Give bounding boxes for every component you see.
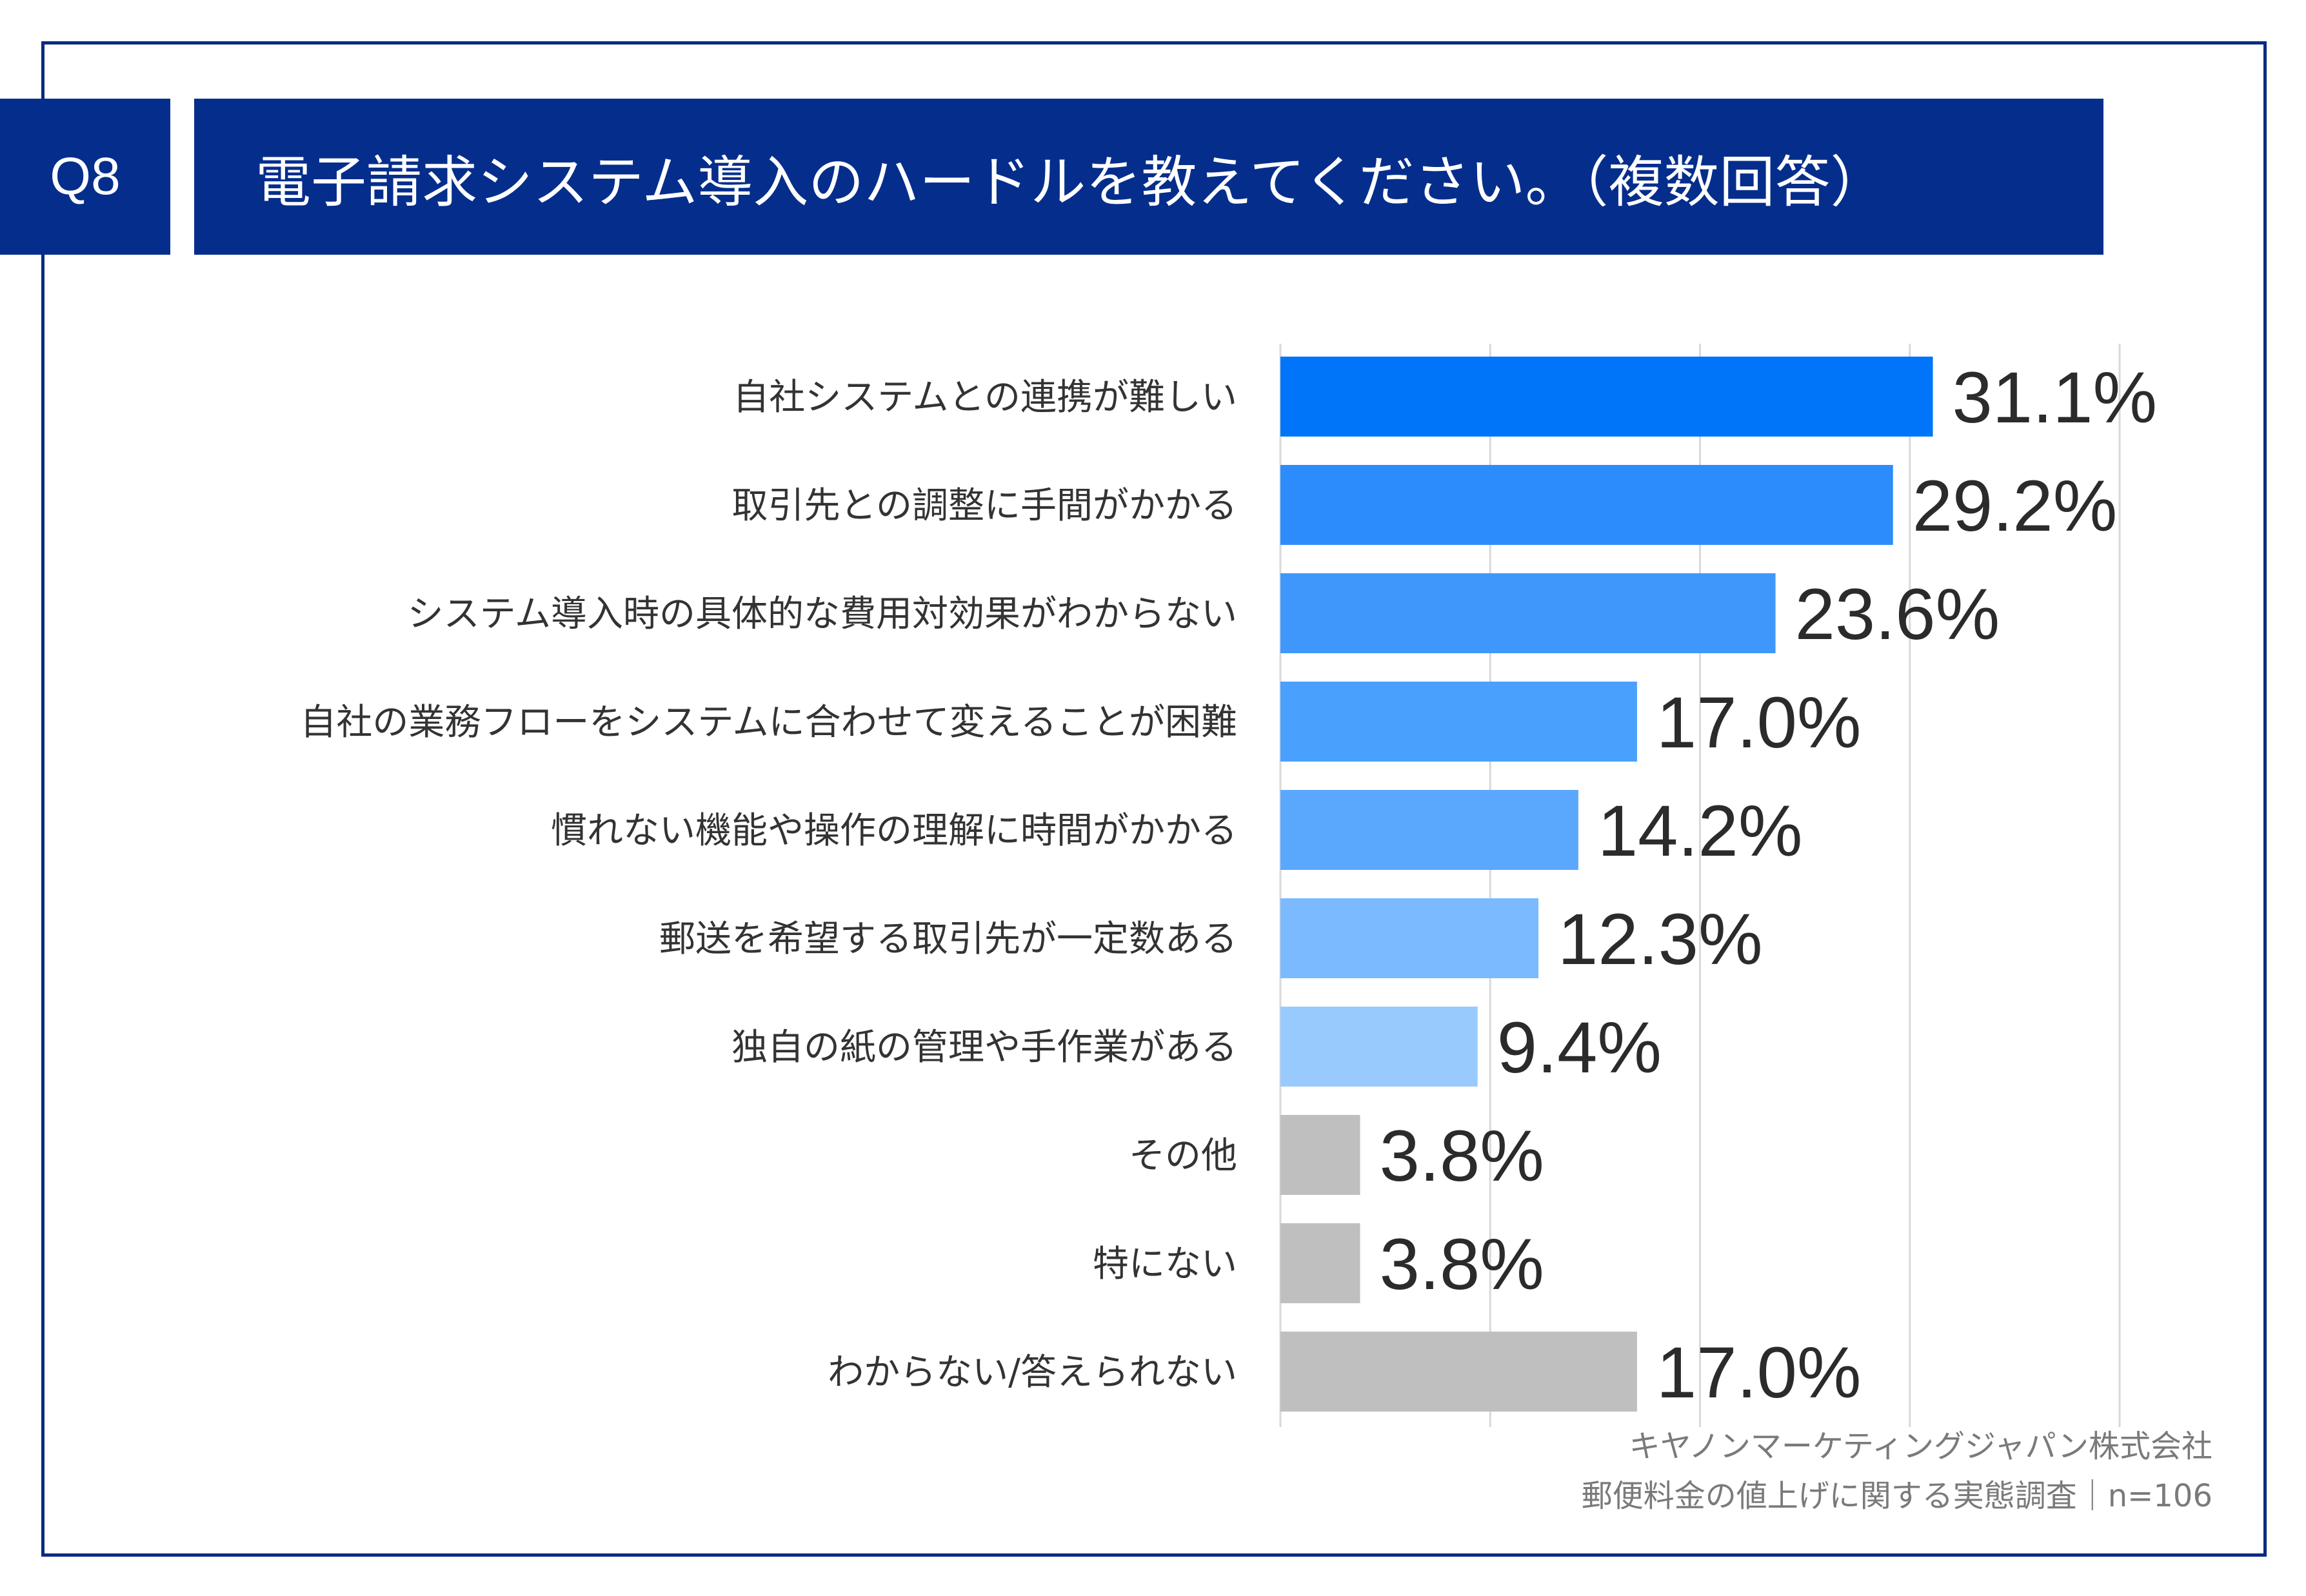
footer-survey: 郵便料金の値上げに関する実態調査｜n=106: [1581, 1478, 2212, 1514]
category-label-7: その他: [1129, 1135, 1237, 1177]
bar-6: [1280, 1007, 1478, 1087]
value-label-7: 3.8%: [1380, 1116, 1544, 1196]
category-label-5: 郵送を希望する取引先が一定数ある: [659, 918, 1237, 960]
bar-7: [1280, 1115, 1360, 1195]
category-label-8: 特にない: [1093, 1243, 1237, 1285]
category-label-6: 独自の紙の管理や手作業がある: [731, 1027, 1237, 1069]
category-label-3: 自社の業務フローをシステムに合わせて変えることが困難: [300, 702, 1237, 744]
question-title-banner: 電子請求システム導入のハードルを教えてください。（複数回答）: [194, 99, 2103, 255]
bar-1: [1280, 465, 1893, 545]
bar-9: [1280, 1332, 1637, 1412]
question-number-badge: Q8: [0, 99, 170, 255]
value-label-1: 29.2%: [1913, 466, 2118, 546]
bar-3: [1280, 682, 1637, 762]
bar-8: [1280, 1223, 1360, 1303]
category-label-9: わからない/答えられない: [828, 1352, 1237, 1394]
category-label-0: 自社システムとの連携が難しい: [733, 377, 1237, 419]
value-label-4: 14.2%: [1598, 791, 1803, 871]
bar-4: [1280, 790, 1578, 870]
value-label-9: 17.0%: [1656, 1332, 1862, 1413]
category-label-2: システム導入時の具体的な費用対効果がわからない: [408, 593, 1237, 635]
bar-0: [1280, 357, 1933, 437]
value-label-3: 17.0%: [1656, 682, 1862, 763]
value-label-6: 9.4%: [1497, 1007, 1662, 1088]
value-label-5: 12.3%: [1558, 899, 1763, 980]
category-labels: 自社システムとの連携が難しい取引先との調整に手間がかかるシステム導入時の具体的な…: [300, 377, 1237, 1394]
value-label-8: 3.8%: [1380, 1224, 1544, 1305]
bars: [1280, 357, 1933, 1412]
value-labels: 31.1% 29.2% 23.6% 17.0% 14.2% 12.3% 9.4% 3.8% 3.…: [1380, 357, 2158, 1413]
value-label-2: 23.6%: [1795, 574, 2000, 655]
category-label-1: 取引先との調整に手間がかかる: [732, 485, 1237, 527]
category-label-4: 慣れない機能や操作の理解に時間がかかる: [551, 810, 1237, 852]
outer-frame: [41, 41, 2267, 1557]
footer-source: キヤノンマーケティングジャパン株式会社 郵便料金の値上げに関する実態調査｜n=1…: [1582, 1422, 2212, 1521]
value-label-0: 31.1%: [1953, 357, 2158, 438]
footer-company: キヤノンマーケティングジャパン株式会社: [1629, 1428, 2212, 1464]
bar-2: [1280, 573, 1776, 653]
bar-5: [1280, 898, 1539, 978]
